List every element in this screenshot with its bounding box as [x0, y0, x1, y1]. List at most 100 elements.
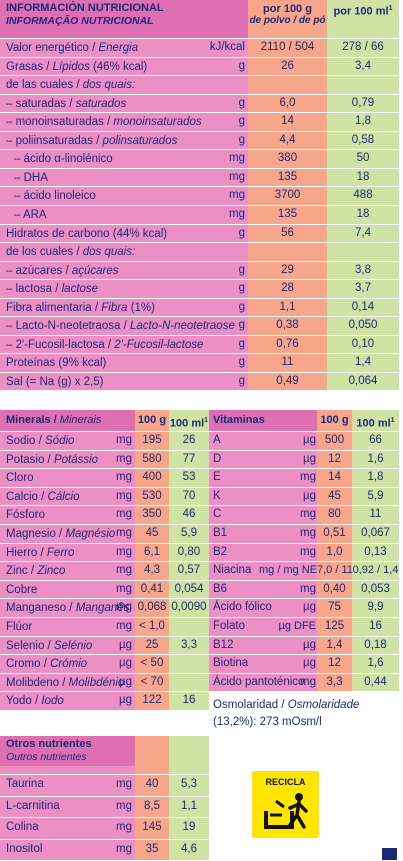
nutrient-row: Hidratos de carbono (44% kcal) g 56 7,4 [0, 224, 399, 243]
vitamins-title: Vitaminas [213, 414, 265, 426]
mineral-label: Yodo / Iodo [6, 691, 64, 712]
mineral-100g: 400 [142, 471, 162, 484]
vitamin-label: Niacina [213, 564, 252, 577]
label-main: Selenio / [6, 639, 54, 652]
top-100ml-column-bg [327, 0, 399, 391]
value-100g: 26 [281, 59, 294, 72]
label-main: – Lacto-N-neotetraosa / [6, 320, 131, 333]
vitamin-row: B6 mg 0,40 0,053 [209, 580, 399, 599]
row-divider [0, 223, 399, 225]
label-translation: Iodo [41, 695, 64, 708]
nutrient-label: – 2'-Fucosil-lactosa / 2'-Fucosil-lactos… [6, 335, 203, 356]
vitamin-row: B2 mg 1,0 0,13 [209, 543, 399, 562]
mineral-unit: mg [116, 620, 132, 632]
nutrient-unit: kJ/kcal [209, 41, 245, 53]
vitamin-unit: mg [300, 582, 316, 595]
label-translation: Sódio [45, 435, 75, 447]
mineral-100ml: 0,054 [174, 582, 204, 595]
row-divider [209, 654, 399, 656]
label-translation: dos quais: [82, 246, 136, 259]
label-translation: Molibdénio [68, 676, 125, 689]
vitamin-label: Ácido fólico [213, 601, 272, 614]
other-nutrient-100ml: 4,6 [181, 842, 197, 855]
minerals-header-100ml-text: 100 ml [169, 417, 205, 430]
vitamin-label: E [213, 471, 221, 484]
nutrient-label: – azúcares / açúcares [6, 261, 119, 282]
vitamins-header-100ml: 100 ml1 [352, 410, 399, 431]
vitamin-unit: mg [300, 675, 316, 688]
other-nutrient-row: Colina mg 145 19 [0, 817, 209, 839]
nutrient-row: – monoinsaturadas / monoinsaturados g 14 1,… [0, 112, 399, 131]
mineral-100ml: 70 [182, 489, 196, 502]
vitamin-100g: 1,0 [326, 545, 343, 558]
mineral-100ml: 0,57 [177, 564, 201, 577]
nutrient-row: Proteínas (9% kcal) g 11 1,4 [0, 353, 399, 372]
nutrient-unit: g [238, 374, 245, 387]
nutrient-label: Hidratos de carbono (44% kcal) [6, 224, 167, 245]
value-100ml: 278 / 66 [342, 41, 384, 53]
mineral-unit: mg [116, 489, 132, 502]
vitamin-100ml: 1,6 [367, 452, 384, 465]
row-divider [0, 75, 399, 77]
vitamin-unit: µg [302, 601, 316, 614]
osmolarity-label-translation: Osmolaridade [287, 699, 360, 712]
mineral-unit: µg [118, 638, 132, 651]
label-main: Hierro / [6, 546, 47, 559]
mineral-100ml: 5,9 [181, 527, 197, 539]
row-divider [0, 316, 399, 318]
other-nutrient-100ml: 1,1 [181, 799, 197, 812]
mineral-row: Hierro / Ferro mg 6,1 0,80 [0, 543, 209, 562]
minerals-header-100ml: 100 ml1 [169, 410, 209, 431]
label-main: Cloro [6, 472, 34, 485]
mineral-label: Magnesio / Magnésio [6, 524, 115, 545]
vitamin-label: Ácido pantoténico [213, 675, 305, 688]
label-translation: dos quais: [82, 79, 136, 92]
label-translation: saturados [75, 97, 127, 110]
row-divider [0, 279, 399, 281]
nutrient-row: – ARA mg 135 18 [0, 205, 399, 224]
row-divider [0, 542, 209, 544]
label-main: Sal (= Na (g) x 2,5) [6, 375, 104, 388]
other-nutrient-100g: 35 [145, 842, 159, 855]
value-100ml: 18 [356, 170, 370, 183]
nutrient-label: – lactosa / lactose [6, 279, 98, 300]
nutrient-unit: g [238, 226, 245, 239]
label-main: de las cuales / [6, 79, 83, 92]
row-divider [0, 774, 209, 775]
header-100ml-text: por 100 ml [333, 5, 389, 18]
label-translation: Zinco [37, 565, 66, 578]
row-divider [0, 186, 399, 188]
label-main: Cromo / [6, 658, 51, 671]
nutrient-row: Valor energético / Energia kJ/kcal 2110 / … [0, 38, 399, 57]
other-nutrient-row: Inositol mg 35 4,6 [0, 839, 209, 861]
value-100g: 11 [281, 356, 294, 369]
row-divider [209, 468, 399, 470]
nutrient-label: Proteínas (9% kcal) [6, 353, 106, 374]
vitamin-label: B12 [213, 638, 234, 651]
nutrient-row: de las cuales / dos quais: [0, 75, 399, 94]
osmolarity-value: (13,2%): 273 mOsm/l [213, 716, 322, 729]
other-nutrient-label: Colina [6, 821, 39, 833]
mineral-100ml: 0,0090 [171, 601, 207, 614]
row-divider [0, 242, 399, 244]
vitamin-label: A [213, 434, 221, 446]
row-divider [0, 130, 399, 132]
vitamin-unit: µg [302, 452, 316, 465]
value-100g: 1,1 [279, 300, 296, 313]
row-divider [0, 795, 209, 797]
vitamin-100ml: 66 [369, 434, 382, 446]
mineral-label: Flúor [6, 617, 32, 638]
vitamin-label: B6 [213, 582, 228, 595]
recycle-bin-icon [264, 793, 308, 829]
label-main: – monoinsaturadas / [6, 116, 114, 129]
minerals-title-translation: Minerais [59, 414, 102, 426]
others-header-bg [0, 736, 135, 766]
mineral-unit: mg [116, 545, 132, 558]
label-translation: Magnésio [65, 528, 116, 540]
vitamin-100g: 80 [328, 508, 341, 521]
osmolarity-label-main: Osmolaridad / [213, 699, 288, 712]
mineral-unit: µg [118, 675, 132, 688]
value-100ml: 3,8 [355, 263, 371, 276]
